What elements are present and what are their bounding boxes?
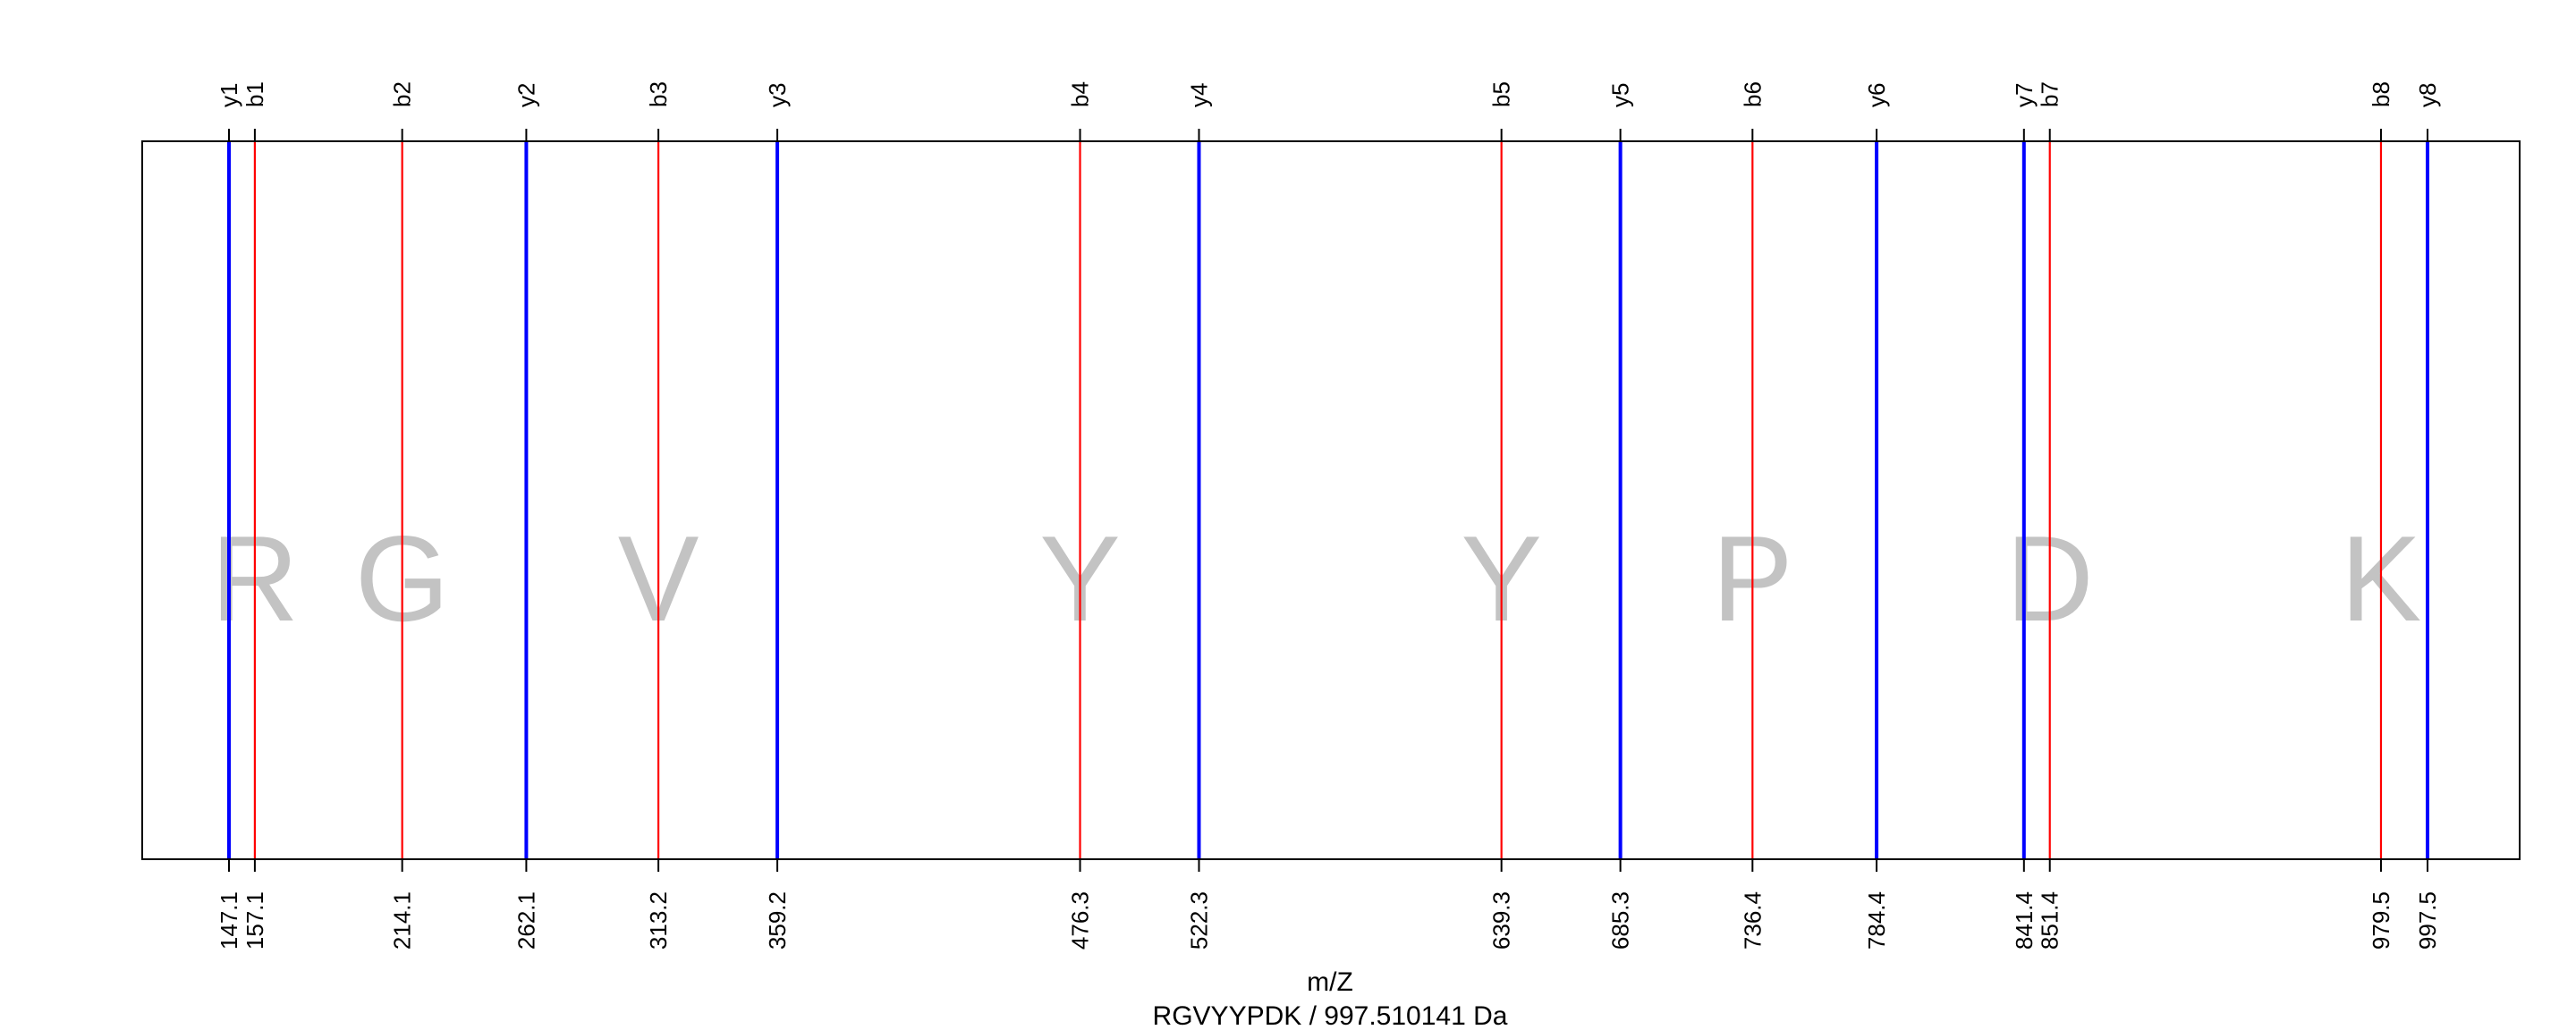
ion-label-y2: y2 bbox=[513, 83, 539, 107]
ion-label-y3: y3 bbox=[764, 83, 791, 107]
mz-label-y7: 841.4 bbox=[2011, 891, 2038, 950]
mz-label-b2: 214.1 bbox=[389, 891, 416, 950]
top-axis-ion-labels: b1 b2 b3 b4 b5 b6 b7 b8 y1 y2 y3 y4 y5 y6 y7 y8 bbox=[216, 81, 2441, 141]
ion-label-b2: b2 bbox=[389, 81, 416, 107]
mz-label-b6: 736.4 bbox=[1739, 891, 1766, 950]
ion-label-y1: y1 bbox=[216, 83, 242, 107]
ion-label-b8: b8 bbox=[2368, 81, 2394, 107]
plot-frame bbox=[141, 140, 2521, 860]
mz-label-y4: 522.3 bbox=[1185, 891, 1212, 950]
mz-label-b8: 979.5 bbox=[2368, 891, 2394, 950]
mz-label-b3: 313.2 bbox=[645, 891, 672, 950]
mz-label-y6: 784.4 bbox=[1863, 891, 1890, 950]
ion-lines bbox=[227, 141, 2429, 859]
ion-label-y7: y7 bbox=[2011, 83, 2038, 107]
mz-label-b1: 157.1 bbox=[242, 891, 268, 950]
ion-label-b5: b5 bbox=[1488, 81, 1515, 107]
ion-label-b3: b3 bbox=[645, 81, 672, 107]
ion-label-b1: b1 bbox=[242, 81, 268, 107]
mz-label-y2: 262.1 bbox=[513, 891, 539, 950]
ion-label-b7: b7 bbox=[2037, 81, 2063, 107]
mz-label-y5: 685.3 bbox=[1607, 891, 1634, 950]
peptide-caption: RGVYYPDK / 997.510141 Da bbox=[1153, 1001, 1508, 1030]
bottom-axis-mz-labels: 157.1 214.1 313.2 476.3 639.3 736.4 851.4 979.5… bbox=[216, 859, 2441, 950]
mz-label-y1: 147.1 bbox=[216, 891, 242, 950]
ion-label-y8: y8 bbox=[2414, 83, 2441, 107]
mz-label-b4: 476.3 bbox=[1067, 891, 1094, 950]
mz-label-b7: 851.4 bbox=[2037, 891, 2063, 950]
ion-label-y6: y6 bbox=[1863, 83, 1890, 107]
ion-label-y4: y4 bbox=[1185, 83, 1212, 107]
mz-label-y8: 997.5 bbox=[2414, 891, 2441, 950]
ion-label-y5: y5 bbox=[1607, 83, 1634, 107]
mz-label-y3: 359.2 bbox=[764, 891, 791, 950]
ion-label-b6: b6 bbox=[1739, 81, 1766, 107]
mz-label-b5: 639.3 bbox=[1488, 891, 1515, 950]
x-axis-title: m/Z bbox=[1307, 967, 1353, 997]
ion-label-b4: b4 bbox=[1067, 81, 1094, 107]
